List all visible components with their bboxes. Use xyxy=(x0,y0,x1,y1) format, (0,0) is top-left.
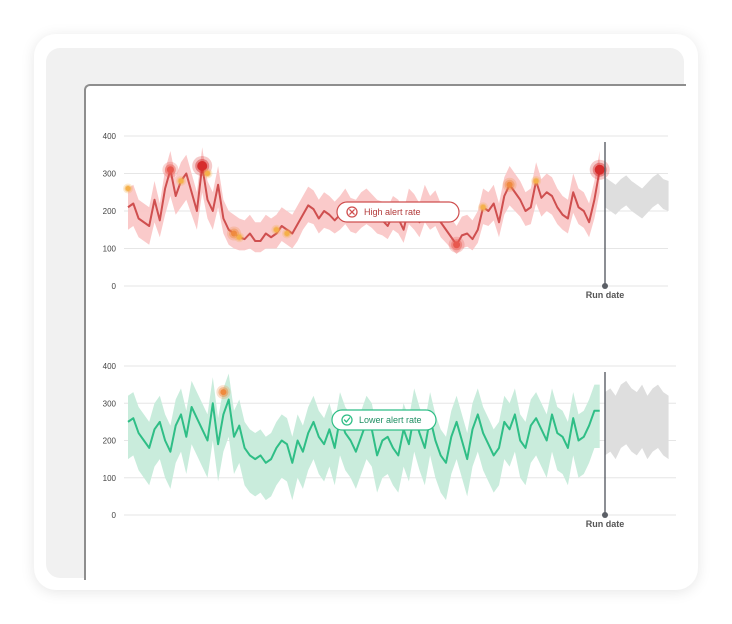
anomaly-point[interactable] xyxy=(271,224,282,235)
y-tick-label: 100 xyxy=(103,245,117,254)
y-tick-label: 0 xyxy=(112,282,117,291)
y-tick-label: 400 xyxy=(103,362,117,371)
y-tick-label: 200 xyxy=(103,207,117,216)
anomaly-point[interactable] xyxy=(589,159,610,180)
y-tick-label: 300 xyxy=(103,399,117,408)
run-date-label: Run date xyxy=(586,519,625,529)
expected-range-band xyxy=(128,147,600,255)
anomaly-point[interactable] xyxy=(123,183,133,194)
anomaly-point[interactable] xyxy=(192,156,213,176)
forecast-band xyxy=(605,173,669,219)
anomaly-point[interactable] xyxy=(502,177,517,192)
x-circle-icon xyxy=(346,206,358,218)
lower-alert-chart: 0 100 200 300 400 Run date Lower alert rate xyxy=(103,362,676,529)
anomaly-point[interactable] xyxy=(282,228,292,239)
forecast-band xyxy=(605,380,669,460)
status-badge-low[interactable]: Lower alert rate xyxy=(331,409,437,431)
high-alert-chart: 0 100 200 300 400 Run date High alert rate xyxy=(103,132,669,300)
status-label: Lower alert rate xyxy=(359,415,422,425)
expected-range-band xyxy=(128,373,600,501)
status-label: High alert rate xyxy=(364,207,421,217)
anomaly-point[interactable] xyxy=(162,161,179,178)
y-tick-label: 100 xyxy=(103,474,117,483)
anomaly-point[interactable] xyxy=(202,168,213,179)
y-tick-label: 400 xyxy=(103,132,117,141)
y-tick-label: 0 xyxy=(112,511,117,520)
anomaly-point[interactable] xyxy=(234,232,245,243)
y-tick-label: 300 xyxy=(103,170,117,179)
anomaly-point[interactable] xyxy=(176,176,186,186)
y-tick-label: 200 xyxy=(103,437,117,446)
anomaly-point[interactable] xyxy=(478,202,489,213)
check-circle-icon xyxy=(341,414,353,426)
run-date-label: Run date xyxy=(586,290,625,300)
run-date-marker[interactable]: Run date xyxy=(586,142,625,300)
status-badge-high[interactable]: High alert rate xyxy=(336,201,460,223)
anomaly-point[interactable] xyxy=(448,236,465,253)
anomaly-point[interactable] xyxy=(531,176,542,186)
run-date-marker[interactable]: Run date xyxy=(586,372,625,529)
anomaly-point[interactable] xyxy=(216,385,231,400)
